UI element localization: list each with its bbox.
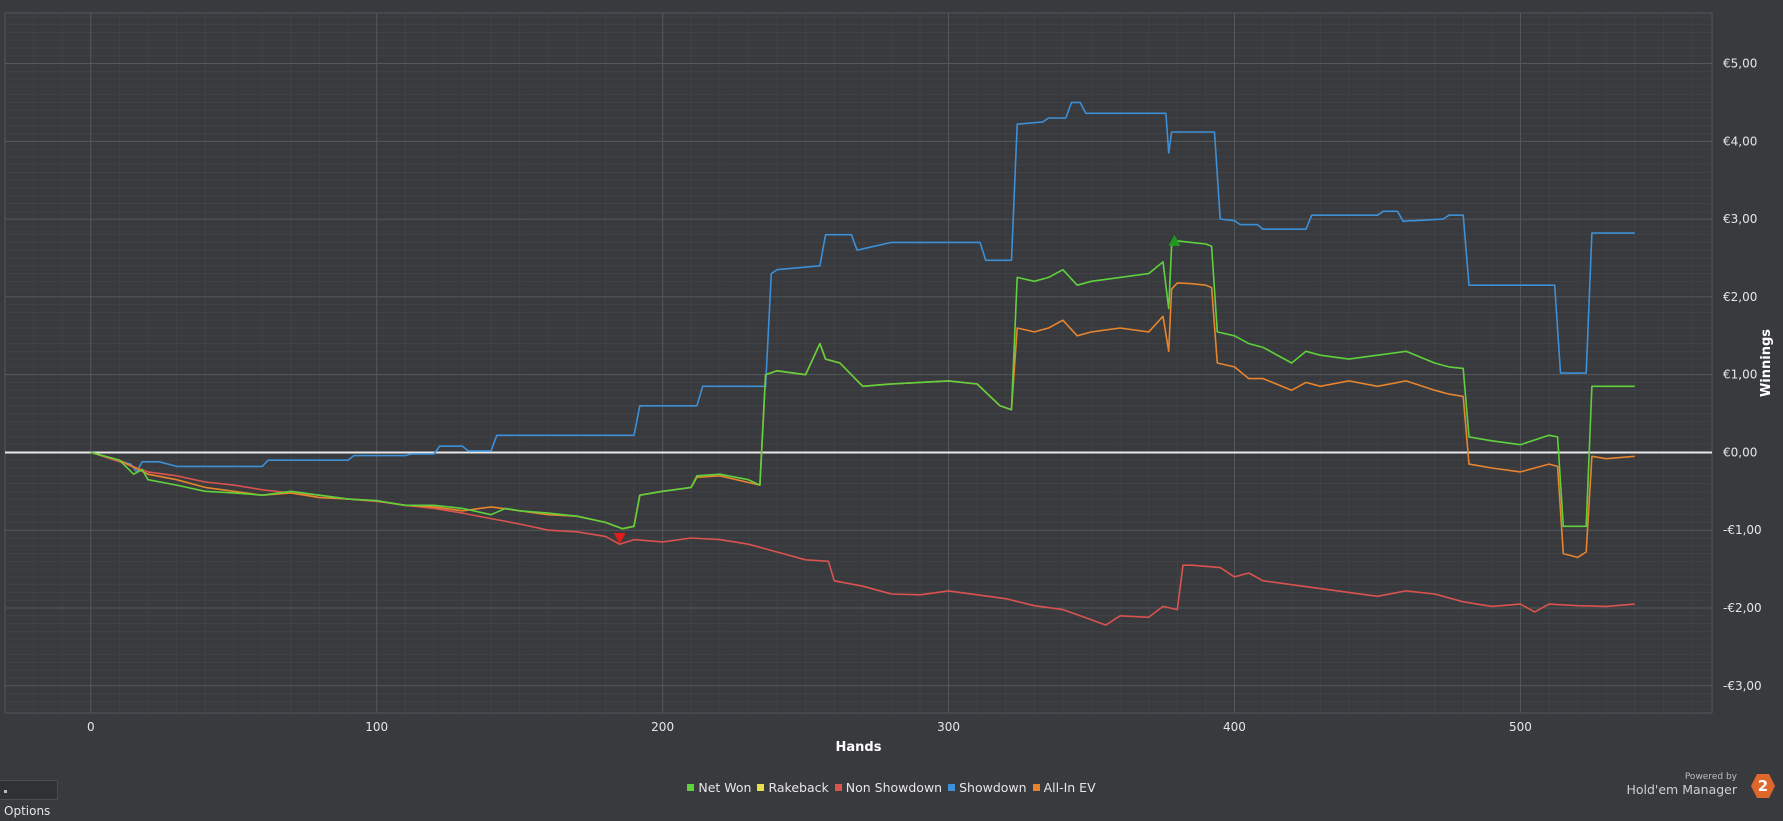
- series-layer: [90, 101, 1635, 626]
- plot-frame: [4, 12, 1713, 714]
- y-tick-label: €4,00: [1723, 134, 1757, 148]
- y-tick-label: €5,00: [1723, 57, 1757, 71]
- grid: [4, 12, 1713, 714]
- y-tick-label: €3,00: [1723, 212, 1757, 226]
- legend: Net Won Rakeback Non Showdown Showdown All-I…: [0, 780, 1783, 795]
- legend-swatch: [687, 784, 695, 791]
- x-tick-label: 200: [651, 720, 674, 734]
- marker-layer: [613, 234, 1181, 544]
- legend-label: Net Won: [698, 780, 752, 795]
- legend-label: Non Showdown: [845, 780, 943, 795]
- y-tick-label: -€2,00: [1723, 601, 1762, 615]
- y-tick-label: €2,00: [1723, 290, 1757, 304]
- legend-item-net-won[interactable]: Net Won: [687, 780, 751, 795]
- legend-swatch: [948, 784, 956, 791]
- legend-label: Showdown: [959, 780, 1027, 795]
- legend-swatch: [834, 784, 842, 791]
- y-tick-label: -€1,00: [1723, 523, 1762, 537]
- x-axis-title: Hands: [836, 740, 882, 755]
- x-tick-label: 0: [87, 720, 95, 734]
- legend-swatch: [757, 784, 765, 791]
- hm2-badge-icon: 2: [1751, 774, 1775, 798]
- legend-item-non-showdown[interactable]: Non Showdown: [834, 780, 943, 795]
- legend-swatch: [1032, 784, 1040, 791]
- legend-item-rakeback[interactable]: Rakeback: [757, 780, 829, 795]
- winnings-chart: 0 100 200 300 400 500 €5,00 €4,00 €3,00 €2,00 €1,0…: [4, 12, 1774, 755]
- y-axis-title: Winnings: [1759, 329, 1774, 397]
- options-label: Options: [4, 804, 51, 818]
- legend-label: Rakeback: [768, 780, 829, 795]
- legend-item-showdown[interactable]: Showdown: [948, 780, 1027, 795]
- legend-label: All-In EV: [1043, 780, 1096, 795]
- y-tick-label: €1,00: [1723, 368, 1757, 382]
- series-line-showdown: [90, 101, 1635, 473]
- tick-labels: 0 100 200 300 400 500 €5,00 €4,00 €3,00 €2,00 €1,0…: [87, 57, 1762, 734]
- x-tick-label: 100: [365, 720, 388, 734]
- min-marker: [613, 533, 626, 544]
- x-tick-label: 300: [937, 720, 960, 734]
- y-tick-label: -€3,00: [1723, 679, 1762, 693]
- powered-by-text: Powered by: [1684, 772, 1737, 782]
- x-tick-label: 400: [1223, 720, 1246, 734]
- product-name: Hold'em Manager: [1626, 782, 1737, 797]
- y-tick-label: €0,00: [1723, 445, 1757, 459]
- series-line-net-won: [90, 240, 1635, 530]
- options-dot-icon: [4, 790, 7, 793]
- x-tick-label: 500: [1509, 720, 1532, 734]
- legend-item-all-in-ev[interactable]: All-In EV: [1032, 780, 1096, 795]
- max-marker: [1168, 234, 1181, 246]
- options-button[interactable]: Options: [0, 780, 58, 818]
